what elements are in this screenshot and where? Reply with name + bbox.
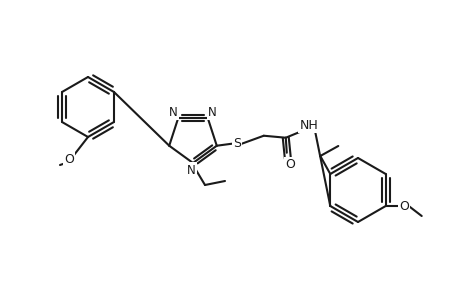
- Text: N: N: [186, 164, 195, 176]
- Text: S: S: [232, 137, 240, 150]
- Text: O: O: [64, 152, 74, 166]
- Text: methyl_line: methyl_line: [58, 167, 66, 169]
- Text: O: O: [284, 158, 294, 171]
- Text: O: O: [64, 152, 74, 166]
- Text: N: N: [208, 106, 217, 119]
- Text: NH: NH: [299, 119, 318, 132]
- Text: O: O: [398, 200, 408, 212]
- Text: methoxy: methoxy: [55, 171, 61, 172]
- Text: N: N: [168, 106, 177, 119]
